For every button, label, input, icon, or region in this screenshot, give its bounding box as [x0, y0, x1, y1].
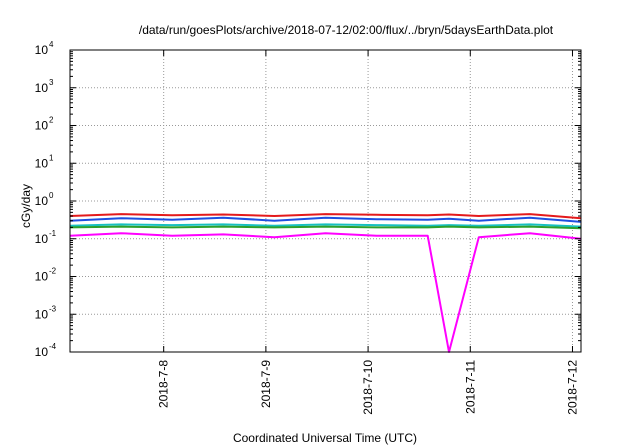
y-tick-label: 10	[35, 156, 49, 170]
series-line-4	[69, 225, 582, 230]
x-tick-label: 2018-7-11	[463, 360, 477, 414]
x-tick-label: 2018-7-10	[361, 360, 375, 415]
y-tick-exponent: 2	[49, 116, 54, 125]
y-tick-exponent: -2	[49, 267, 57, 276]
y-tick-exponent: -1	[49, 229, 57, 238]
series-line-5	[69, 232, 582, 353]
y-tick-exponent: 3	[49, 78, 54, 87]
grid	[70, 50, 581, 352]
y-tick-exponent: -4	[49, 342, 57, 351]
y-tick-label: 10	[35, 307, 49, 321]
y-axis-label: cGy/day	[19, 184, 33, 228]
series-line-1	[69, 213, 582, 220]
y-tick-label: 10	[35, 345, 49, 359]
series-layer	[69, 213, 582, 353]
chart-title: /data/run/goesPlots/archive/2018-07-12/0…	[139, 23, 554, 37]
y-tick-exponent: 1	[49, 153, 54, 162]
series-line-2	[69, 216, 582, 223]
y-tick-label: 10	[35, 81, 49, 95]
y-tick-exponent: 0	[49, 191, 54, 200]
x-tick-label: 2018-7-12	[565, 360, 579, 415]
y-tick-label: 10	[35, 43, 49, 57]
y-tick-exponent: 4	[49, 40, 54, 49]
y-tick-label: 10	[35, 119, 49, 133]
series-line-3	[69, 223, 582, 228]
y-tick-label: 10	[35, 194, 49, 208]
plot-frame	[69, 49, 582, 353]
y-tick-exponent: -3	[49, 304, 57, 313]
y-tick-label: 10	[35, 270, 49, 284]
x-tick-label: 2018-7-9	[259, 360, 273, 408]
y-tick-label: 10	[35, 232, 49, 246]
x-tick-label: 2018-7-8	[157, 360, 171, 408]
x-axis-label: Coordinated Universal Time (UTC)	[233, 431, 417, 445]
